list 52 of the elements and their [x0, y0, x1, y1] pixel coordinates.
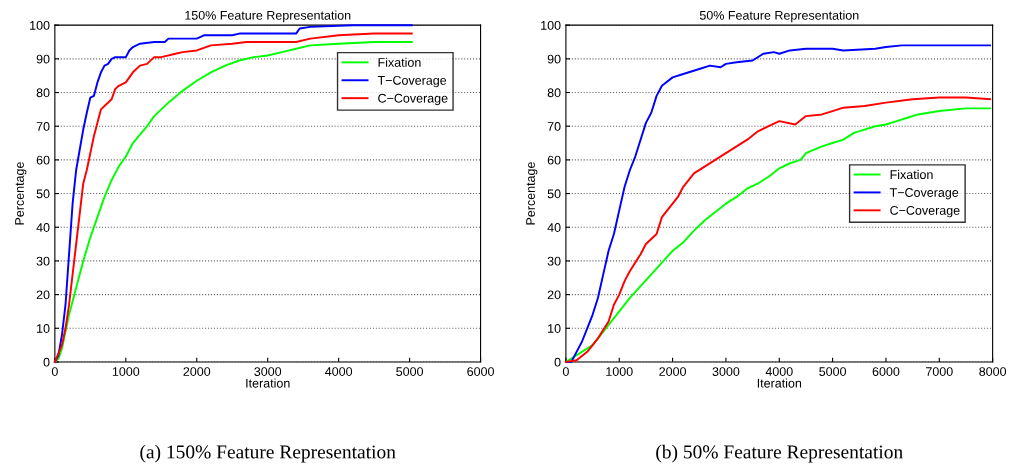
y-tick-label: 20: [547, 290, 561, 300]
y-tick-label: 30: [547, 256, 561, 266]
y-tick-label: 80: [547, 88, 561, 98]
legend-label: C−Coverage: [890, 205, 960, 218]
y-axis-title: Percentage: [15, 162, 27, 225]
chart-title: 50% Feature Representation: [699, 10, 859, 23]
y-tick-label: 10: [37, 324, 50, 333]
y-tick-label: 90: [36, 54, 50, 64]
x-tick-label: 3000: [254, 367, 282, 376]
legend-label: T−Coverage: [889, 188, 959, 200]
y-tick-label: 0: [43, 357, 50, 367]
x-tick-label: 4000: [765, 367, 793, 376]
y-tick-label: 60: [547, 155, 561, 165]
y-axis-title: Percentage: [526, 162, 538, 225]
x-tick-label: 6000: [872, 367, 900, 376]
y-tick-label: 30: [36, 256, 50, 266]
x-tick-label: 1000: [606, 367, 633, 376]
chart-title: 150% Feature Representation: [185, 10, 351, 23]
y-tick-label: 50: [36, 189, 50, 199]
y-tick-label: 100: [541, 20, 561, 30]
y-tick-label: 80: [36, 88, 50, 98]
x-tick-label: 4000: [325, 367, 353, 376]
y-tick-label: 20: [36, 290, 50, 300]
legend-label: C−Coverage: [378, 93, 448, 106]
y-tick-label: 90: [547, 54, 561, 64]
x-axis-title: Iteration: [757, 378, 802, 388]
x-tick-label: 2000: [659, 367, 687, 376]
x-tick-label: 3000: [712, 367, 740, 376]
x-axis-title: Iteration: [246, 378, 290, 388]
x-tick-label: 2000: [183, 367, 211, 376]
y-tick-label: 60: [36, 155, 50, 165]
x-tick-label: 5000: [819, 367, 847, 376]
y-tick-label: 50: [547, 189, 561, 199]
y-tick-label: 40: [547, 223, 561, 232]
x-tick-label: 0: [562, 367, 569, 376]
legend-label: T−Coverage: [377, 75, 447, 88]
x-tick-label: 5000: [396, 367, 424, 376]
y-tick-label: 40: [36, 223, 50, 232]
legend-label: Fixation: [890, 169, 933, 180]
y-tick-label: 0: [554, 357, 561, 367]
y-tick-label: 100: [30, 20, 50, 30]
x-tick-label: 1000: [112, 367, 140, 376]
x-tick-label: 6000: [467, 367, 494, 376]
y-tick-label: 70: [36, 122, 50, 131]
x-tick-label: 7000: [926, 367, 953, 376]
text: (a) 150% Feature Representation: [140, 444, 396, 463]
y-tick-label: 70: [547, 122, 561, 131]
x-tick-label: 0: [51, 367, 58, 376]
legend-label: Fixation: [378, 57, 421, 67]
x-tick-label: 8000: [979, 367, 1007, 376]
text: (b) 50% Feature Representation: [656, 444, 903, 463]
y-tick-label: 10: [548, 324, 561, 333]
